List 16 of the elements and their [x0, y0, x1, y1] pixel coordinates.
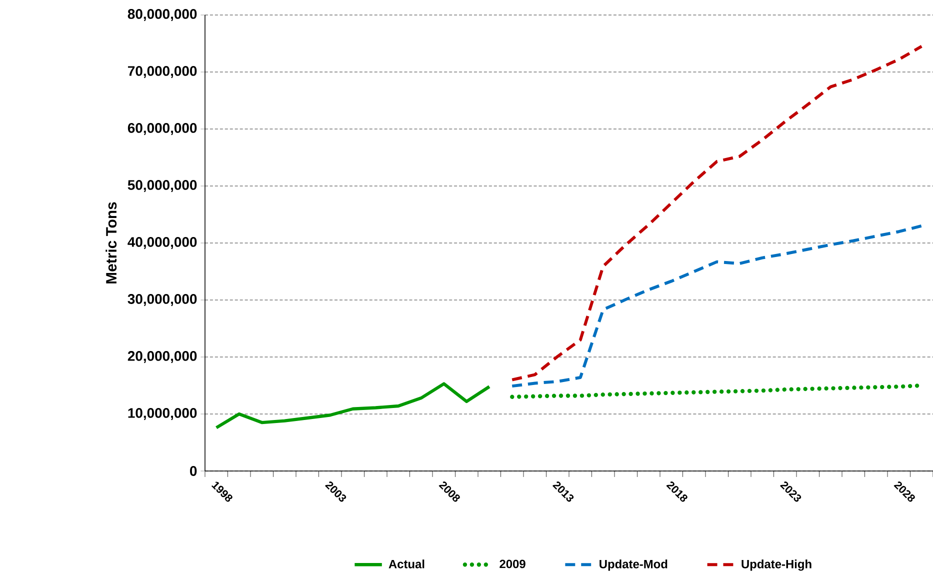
legend-label: Update-Mod — [600, 560, 668, 571]
y-tick-label: 60,000,000 — [128, 123, 197, 135]
y-tick-label: 40,000,000 — [128, 237, 197, 249]
y-tick-label: 10,000,000 — [128, 408, 197, 420]
line-series — [510, 224, 924, 388]
y-tick-label: 20,000,000 — [128, 351, 197, 363]
y-tick-label: 50,000,000 — [128, 180, 197, 192]
y-tick-label: 70,000,000 — [128, 66, 197, 78]
legend-label: Update-High — [742, 560, 812, 571]
y-tick-label: 30,000,000 — [128, 294, 197, 306]
y-axis-title: Metric Tons — [106, 202, 117, 284]
line-series — [214, 382, 491, 430]
legend-label: Actual — [388, 560, 424, 568]
legend-label: 2009 — [500, 560, 526, 568]
y-tick-label: 80,000,000 — [128, 9, 197, 21]
y-tick-label: 0 — [190, 466, 197, 476]
